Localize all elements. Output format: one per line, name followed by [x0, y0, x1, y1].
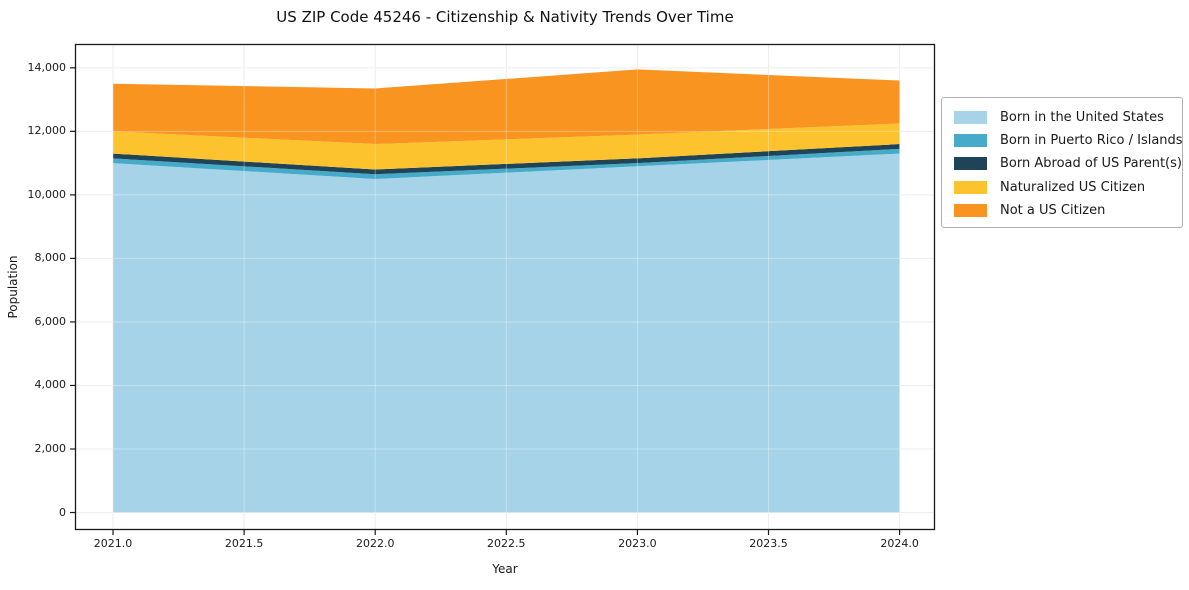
area-series — [113, 123, 900, 170]
x-axis-label: Year — [492, 562, 518, 576]
area-series — [113, 148, 900, 179]
legend-label: Born Abroad of US Parent(s) — [1000, 156, 1182, 172]
legend: Born in the United States Born in Puerto … — [941, 97, 1183, 228]
legend-swatch — [954, 203, 987, 217]
legend-row: Born in Puerto Rico / Islands — [954, 129, 1183, 152]
legend-label: Born in Puerto Rico / Islands — [1000, 133, 1183, 149]
legend-swatch — [954, 180, 987, 194]
x-tick-label: 2022.0 — [355, 537, 395, 550]
legend-row: Born Abroad of US Parent(s) — [954, 152, 1182, 175]
legend-label: Born in the United States — [1000, 110, 1164, 126]
x-tick-label: 2021.0 — [93, 537, 133, 550]
area-series — [113, 144, 900, 175]
legend-swatch — [954, 157, 987, 171]
y-tick-label: 0 — [59, 505, 66, 519]
y-tick-label: 12,000 — [27, 124, 67, 138]
legend-label: Not a US Citizen — [1000, 202, 1106, 218]
y-axis-label: Population — [6, 255, 20, 319]
y-tick-label: 10,000 — [27, 187, 67, 201]
area-series — [113, 153, 900, 513]
legend-row: Born in the United States — [954, 106, 1182, 129]
y-tick-label: 8,000 — [34, 251, 67, 265]
x-tick-label: 2023.0 — [618, 537, 657, 550]
plot-area — [70, 43, 936, 535]
y-tick-label: 6,000 — [34, 314, 67, 328]
chart-title: US ZIP Code 45246 - Citizenship & Nativi… — [276, 8, 734, 26]
stacked-area-chart — [70, 43, 936, 535]
legend-swatch — [954, 111, 987, 125]
legend-label: Naturalized US Citizen — [1000, 179, 1146, 195]
x-tick-label: 2023.5 — [749, 537, 788, 550]
y-tick-label: 2,000 — [34, 442, 67, 455]
legend-swatch — [954, 134, 987, 148]
y-tick-label: 4,000 — [34, 378, 67, 392]
x-tick-label: 2021.5 — [224, 537, 264, 550]
x-tick-label: 2022.5 — [487, 537, 526, 550]
area-series — [113, 69, 900, 145]
y-tick-label: 14,000 — [27, 60, 67, 74]
x-tick-label: 2024.0 — [880, 537, 919, 550]
legend-row: Naturalized US Citizen — [954, 176, 1182, 199]
plot-border — [74, 43, 936, 531]
legend-row: Not a US Citizen — [954, 199, 1182, 222]
